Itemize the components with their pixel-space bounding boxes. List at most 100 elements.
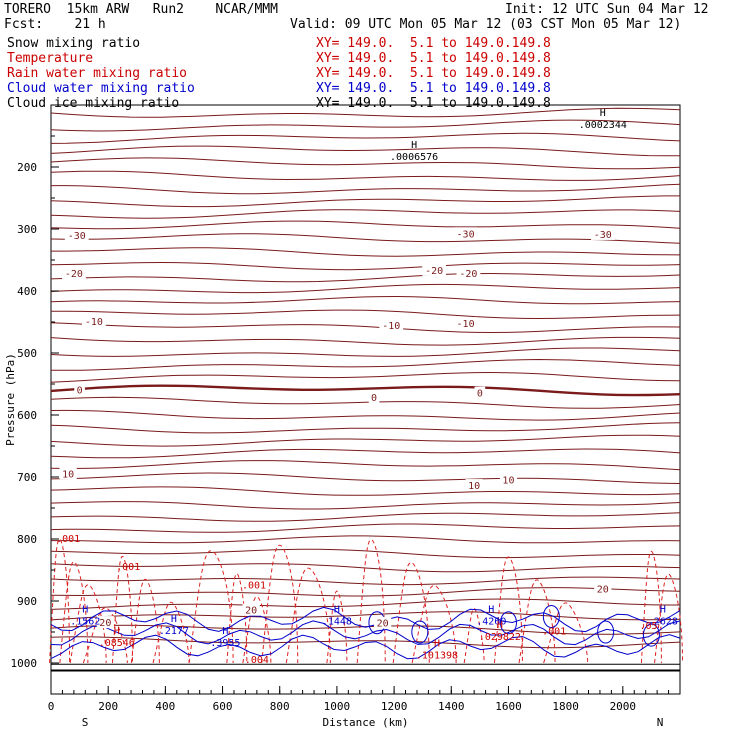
max-value-label: .2177 (159, 626, 189, 637)
temperature-label: 20 (245, 606, 257, 617)
isotherm-line (50, 486, 681, 496)
rain-contour (392, 562, 430, 664)
temperature-label-bg (64, 229, 89, 242)
rain-contour (49, 538, 71, 664)
isotherm-line (50, 576, 681, 586)
rain-contour (69, 584, 107, 664)
temperature-label: 10 (502, 475, 514, 486)
temperature-label: 0 (477, 389, 483, 400)
contour-value-label: .001 (56, 534, 80, 545)
temperature-label: -20 (425, 266, 443, 277)
temperature-label: 10 (62, 469, 74, 480)
isotherm-line (50, 422, 681, 434)
max-marker: H (488, 605, 494, 616)
isotherm-line (50, 309, 681, 320)
legend-label-rain: Rain water mixing ratio (7, 66, 188, 81)
isotherm-line (50, 512, 681, 522)
isotherm-line (50, 261, 681, 271)
cloud-water-contour (50, 606, 681, 633)
x-tick-label: 1200 (381, 700, 408, 713)
cloud-water-cell (542, 605, 560, 628)
isotherm-line (51, 247, 681, 257)
y-tick-label: 900 (17, 595, 37, 608)
rain-contour (640, 550, 662, 664)
rain-contour (463, 607, 485, 664)
contour-value-label: .001 (542, 626, 566, 637)
isotherm-line (50, 396, 681, 409)
x-tick-label: 200 (98, 700, 118, 713)
max-value-label: .1562 (70, 617, 100, 628)
temperature-label-bg (242, 603, 260, 616)
endpoint-left: S (82, 716, 89, 729)
isotherm-line (50, 195, 680, 208)
temperature-label: 10 (468, 481, 480, 492)
max-marker: H (600, 108, 606, 119)
temperature-label: 0 (77, 386, 83, 397)
x-tick-label: 600 (213, 700, 233, 713)
x-tick-label: 2000 (610, 700, 637, 713)
contour-value-label: .004 (245, 655, 269, 666)
y-tick-label: 300 (17, 223, 37, 236)
forecast-hour: Fcst: 21 h (4, 17, 106, 32)
max-value-label: .029822 (479, 632, 521, 643)
temperature-label: 20 (377, 619, 389, 630)
isotherm-line (50, 295, 681, 305)
model-title: TORERO 15km ARW Run2 NCAR/MMM (4, 2, 278, 17)
cloud-water-cell (642, 623, 660, 647)
isotherm-line (50, 434, 681, 447)
isotherm-line (50, 611, 681, 621)
temperature-label: -20 (65, 269, 83, 280)
temperature-label: 20 (597, 585, 609, 596)
temperature-label-bg (453, 227, 478, 240)
isotherm-line (50, 220, 681, 230)
isotherm-line (50, 347, 681, 357)
temperature-label-bg (368, 391, 380, 404)
isotherm-line (50, 209, 681, 219)
temperature-label: -10 (382, 321, 400, 332)
isotherm-line (51, 183, 681, 195)
plot-frame (50, 104, 681, 695)
isotherm-line (50, 170, 681, 181)
y-tick-label: 400 (17, 285, 37, 298)
temperature-label-bg (61, 267, 86, 280)
temperature-label-bg (379, 319, 404, 332)
endpoint-right: N (657, 716, 664, 729)
temperature-label-bg (453, 317, 478, 330)
y-tick-label: 200 (17, 161, 37, 174)
legend-xy-cloud-ice: XY= 149.0. 5.1 to 149.0.149.8 (316, 96, 551, 111)
isotherm-line (50, 384, 681, 397)
max-value-label: .08546 (99, 638, 135, 649)
isotherm-line (50, 336, 681, 346)
max-value-label: .1448 (322, 617, 352, 628)
isotherm-line (50, 371, 681, 383)
cloud-water-cell (411, 620, 429, 644)
x-axis-title: Distance (km) (322, 716, 408, 729)
isotherm-line (50, 358, 681, 371)
isotherm-line (50, 107, 681, 118)
temperature-label: -30 (68, 231, 86, 242)
temperature-label-bg (422, 263, 447, 276)
legend-xy-cloud-water: XY= 149.0. 5.1 to 149.0.149.8 (316, 81, 551, 96)
cloud-water-contours (50, 605, 681, 660)
cloud-water-cell (499, 611, 517, 635)
legend-label-cloud-ice: Cloud ice mixing ratio (7, 96, 180, 111)
init-time: Init: 12 UTC Sun 04 Mar 12 (505, 2, 709, 17)
x-tick-label: 800 (270, 700, 290, 713)
legend-xy-rain: XY= 149.0. 5.1 to 149.0.149.8 (316, 66, 551, 81)
max-value-label: .101398 (416, 651, 458, 662)
legend-label-snow: Snow mixing ratio (7, 36, 141, 51)
y-axis-title: Pressure (hPa) (4, 353, 17, 446)
isotherm-line (50, 448, 681, 459)
isotherm-line (50, 624, 681, 635)
isotherm-line (50, 322, 681, 334)
rain-contour (152, 601, 190, 664)
max-value-label: .4260 (476, 617, 506, 628)
isotherm-line (50, 563, 681, 573)
x-tick-label: 1400 (438, 700, 465, 713)
isotherm-line (50, 523, 681, 533)
isotherm-line (50, 145, 680, 157)
legend-label-cloud-water: Cloud water mixing ratio (7, 81, 195, 96)
legend-xy-snow: XY= 149.0. 5.1 to 149.0.149.8 (316, 36, 551, 51)
temperature-label: -30 (457, 229, 475, 240)
rain-contour (59, 561, 89, 664)
